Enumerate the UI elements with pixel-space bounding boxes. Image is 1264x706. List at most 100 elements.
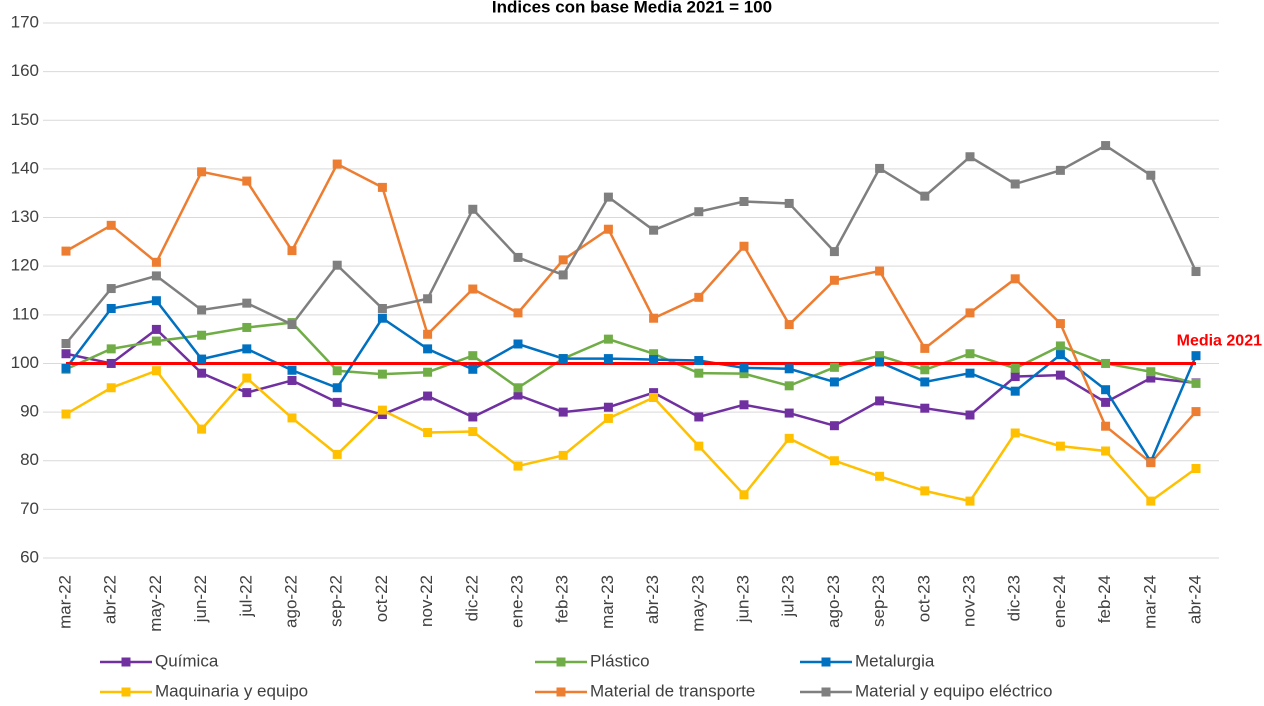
point <box>694 292 704 302</box>
legend-label: Plástico <box>590 651 650 670</box>
point <box>1010 372 1020 382</box>
point <box>1146 373 1156 383</box>
x-tick-label: feb-23 <box>553 575 572 623</box>
point <box>513 383 523 393</box>
point <box>739 490 749 500</box>
point <box>332 383 342 393</box>
x-tick-label: mar-24 <box>1140 575 1159 629</box>
point <box>513 390 523 400</box>
x-tick-label: jul-23 <box>779 575 798 618</box>
point <box>468 427 478 437</box>
y-tick-label: 60 <box>20 547 39 566</box>
series-line <box>65 369 1197 503</box>
series-line <box>65 327 1197 428</box>
point <box>423 329 433 339</box>
point <box>558 270 568 280</box>
point <box>1101 446 1111 456</box>
point <box>649 313 659 323</box>
point <box>197 368 207 378</box>
point <box>1146 458 1156 468</box>
point <box>965 410 975 420</box>
series-line <box>65 299 1198 465</box>
point <box>649 388 659 398</box>
point <box>61 363 71 373</box>
x-tick-label: nov-22 <box>417 575 436 627</box>
point <box>829 247 839 257</box>
point <box>1055 370 1065 380</box>
x-tick-label: ago-23 <box>824 575 843 628</box>
point <box>287 320 297 330</box>
legend-marker <box>821 657 831 667</box>
point <box>739 241 749 251</box>
x-tick-label: jun-23 <box>733 575 752 623</box>
point <box>106 383 116 393</box>
point <box>1010 274 1020 284</box>
point <box>649 355 659 365</box>
point <box>1055 319 1065 329</box>
point <box>151 296 161 306</box>
point <box>106 220 116 230</box>
point <box>649 393 659 402</box>
point <box>558 450 568 460</box>
y-tick-label: 100 <box>11 353 39 372</box>
point <box>332 449 342 459</box>
point <box>784 433 794 443</box>
x-tick-label: dic-22 <box>462 575 481 621</box>
point <box>920 377 930 387</box>
series-line <box>65 144 1198 345</box>
point <box>739 196 749 206</box>
legend-label: Metalurgia <box>855 651 935 670</box>
x-tick-label: dic-23 <box>1005 575 1024 621</box>
point <box>377 313 387 323</box>
legend-marker <box>121 687 131 697</box>
point <box>423 428 433 438</box>
point <box>739 363 749 373</box>
point <box>513 339 523 349</box>
point <box>784 320 794 330</box>
point <box>242 344 252 354</box>
y-tick-label: 120 <box>11 256 39 275</box>
legend-marker <box>121 657 131 667</box>
x-tick-label: mar-23 <box>598 575 617 629</box>
y-tick-label: 130 <box>11 207 39 226</box>
point <box>965 349 975 359</box>
x-tick-label: abr-23 <box>643 575 662 624</box>
legend-label: Material de transporte <box>590 681 755 700</box>
point <box>875 396 885 406</box>
point <box>1101 397 1111 407</box>
point <box>468 204 478 214</box>
y-tick-label: 110 <box>12 304 39 323</box>
y-tick-label: 150 <box>11 110 39 129</box>
x-tick-label: oct-22 <box>372 575 391 622</box>
point <box>242 388 252 398</box>
point <box>377 369 387 379</box>
point <box>920 191 930 201</box>
point <box>61 349 71 359</box>
x-tick-label: ago-22 <box>281 575 300 628</box>
point <box>1101 421 1111 431</box>
point <box>920 365 930 375</box>
point <box>468 284 478 294</box>
point <box>1055 165 1065 175</box>
point <box>1010 179 1020 189</box>
point <box>106 284 116 294</box>
x-tick-label: sep-22 <box>327 575 346 627</box>
point <box>377 182 387 192</box>
point <box>694 368 704 378</box>
x-tick-label: sep-23 <box>869 575 888 627</box>
point <box>197 424 207 434</box>
point <box>106 358 116 368</box>
point <box>151 324 161 334</box>
point <box>1191 267 1201 277</box>
point <box>739 369 749 379</box>
point <box>694 441 704 451</box>
chart-title: Índices con base Media 2021 = 100 <box>492 0 772 16</box>
point <box>875 357 885 367</box>
point <box>423 367 433 377</box>
point <box>603 402 613 412</box>
point <box>739 400 749 410</box>
point <box>784 408 794 418</box>
point <box>1146 367 1156 377</box>
point <box>1191 407 1201 417</box>
point <box>513 461 523 471</box>
